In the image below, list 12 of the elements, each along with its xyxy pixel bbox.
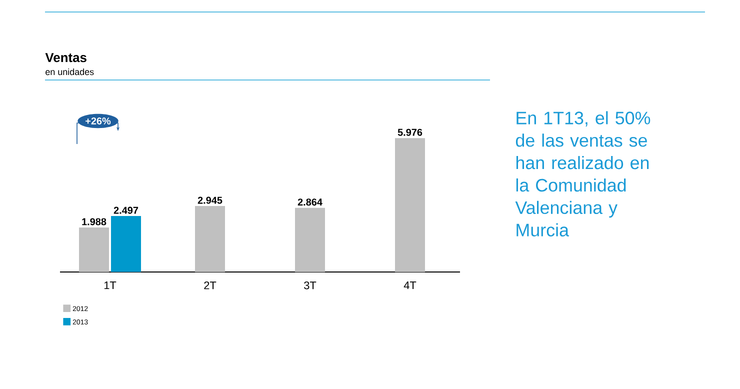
x-tick-label: 1T	[104, 282, 116, 290]
data-label: 2.497	[114, 206, 138, 214]
data-label: 2.945	[198, 196, 222, 204]
text: En 1T13, el 50% de las ventas se han realizado en la Comunidad Valenciana y Murcia	[515, 111, 650, 236]
x-tick-label: 2T	[204, 282, 216, 290]
chart-subtitle: en unidades	[46, 68, 94, 76]
x-tick-label: 3T	[304, 282, 316, 290]
data-label: 1.988	[82, 218, 106, 226]
x-tick-label: 4T	[404, 282, 416, 290]
data-label: 2.864	[298, 198, 322, 206]
data-label: 5.976	[398, 128, 422, 136]
chart-title: Ventas	[45, 53, 86, 62]
